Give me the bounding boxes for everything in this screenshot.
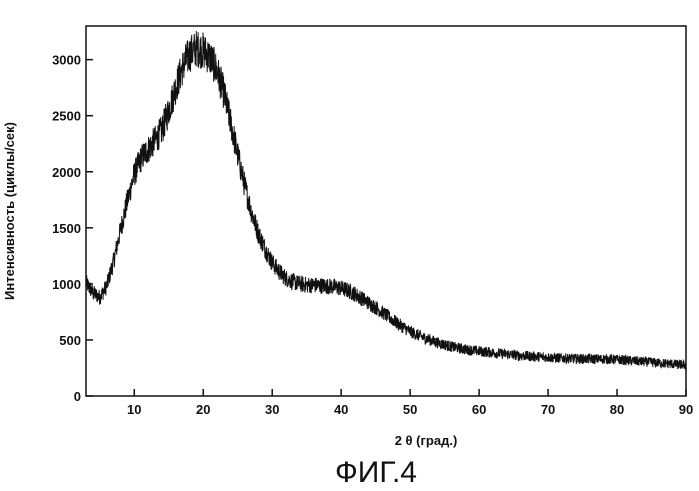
y-tick-label: 500: [59, 333, 81, 348]
x-axis-label: 2 θ (град.): [395, 433, 458, 448]
series-line: [86, 31, 686, 369]
plot-frame: [86, 26, 686, 396]
x-tick-label: 50: [403, 402, 417, 417]
y-tick-label: 3000: [52, 53, 81, 68]
x-tick-label: 70: [541, 402, 555, 417]
x-tick-label: 30: [265, 402, 279, 417]
x-tick-label: 10: [127, 402, 141, 417]
x-tick-label: 90: [679, 402, 693, 417]
y-axis-label: Интенсивность (циклы/сек): [2, 122, 17, 300]
x-axis-ticks: 10 20 30 40 50 60 70 80 90: [127, 389, 693, 417]
x-tick-label: 40: [334, 402, 348, 417]
x-tick-label: 60: [472, 402, 486, 417]
x-tick-label: 80: [610, 402, 624, 417]
y-tick-label: 1000: [52, 277, 81, 292]
x-tick-label: 20: [196, 402, 210, 417]
y-tick-label: 2000: [52, 165, 81, 180]
y-tick-label: 0: [74, 389, 81, 404]
figure-caption: ФИГ.4: [335, 456, 417, 489]
y-tick-label: 2500: [52, 109, 81, 124]
y-tick-label: 1500: [52, 221, 81, 236]
plot-area: [86, 26, 686, 396]
y-axis-ticks: 0 500 1000 1500 2000 2500 3000: [52, 53, 93, 404]
